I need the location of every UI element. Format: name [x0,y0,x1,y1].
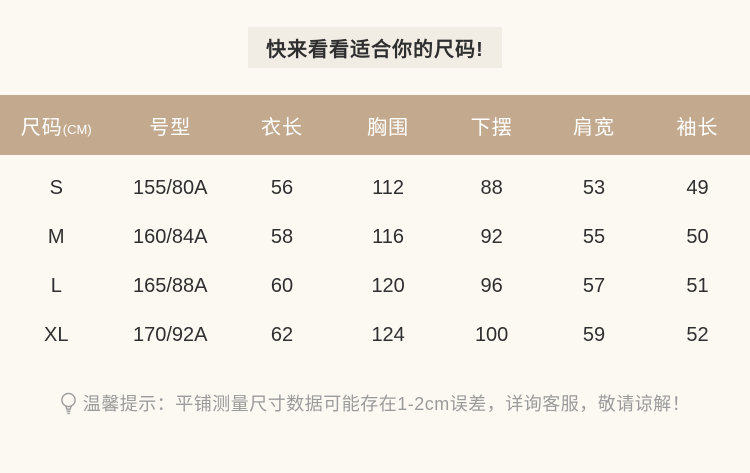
table-header-row: 尺码(CM) 号型 衣长 胸围 下摆 肩宽 袖长 [0,95,750,155]
cell-shoulder: 53 [582,177,606,199]
table-row-l: L 165/88A 60 120 96 57 51 [0,262,750,311]
table-row-s: S 155/80A 56 112 88 53 49 [0,164,750,213]
cell-shoulder: 55 [582,226,606,248]
column-header-length: 衣长 [261,116,303,139]
cell-sleeve: 52 [686,324,709,346]
column-header-shoulder: 肩宽 [573,116,615,139]
table-row-m: M 160/84A 58 116 92 55 50 [0,213,750,262]
cell-size: L [50,275,62,297]
page-title: 快来看看适合你的尺码! [248,27,502,68]
cell-bust: 112 [372,177,405,199]
cell-model: 170/92A [132,324,208,346]
cell-model: 160/84A [132,226,208,248]
title-section: 快来看看适合你的尺码! [0,0,750,68]
cell-hem: 100 [474,324,509,346]
column-header-model: 号型 [149,116,192,139]
cell-length: 62 [270,324,294,346]
cell-length: 56 [270,177,294,199]
cell-length: 58 [270,226,294,248]
column-header-hem: 下摆 [470,116,513,139]
cell-size: M [47,226,65,248]
cell-bust: 124 [371,324,405,346]
cell-size: S [49,177,63,199]
cell-length: 60 [270,275,294,297]
cell-size: XL [44,324,69,346]
cell-sleeve: 49 [686,177,709,199]
cell-hem: 88 [480,177,503,199]
column-header-size: 尺码(CM) [0,111,113,140]
table-body: S 155/80A 56 112 88 53 49 M 160/84A 58 1… [0,155,750,360]
disclaimer-note: 温馨提示：平铺测量尺寸数据可能存在1-2cm误差，详询客服，敬请谅解！ [0,390,750,420]
column-header-size-label: 尺码 [20,116,63,139]
cell-model: 155/80A [132,177,208,199]
cell-sleeve: 51 [686,275,709,297]
column-header-size-unit: (CM) [62,121,92,137]
size-chart-table: 尺码(CM) 号型 衣长 胸围 下摆 肩宽 袖长 S 155/80A 56 11… [0,95,750,360]
cell-bust: 116 [372,226,405,248]
disclaimer-text: 温馨提示：平铺测量尺寸数据可能存在1-2cm误差，详询客服，敬请谅解！ [82,394,691,414]
cell-shoulder: 57 [582,275,606,297]
cell-hem: 92 [480,226,503,248]
column-header-sleeve: 袖长 [676,116,719,139]
table-row-xl: XL 170/92A 62 124 100 59 52 [0,311,750,360]
cell-shoulder: 59 [582,324,606,346]
lightbulb-icon [60,392,77,420]
column-header-bust: 胸围 [367,116,410,139]
cell-bust: 120 [371,275,405,297]
cell-sleeve: 50 [686,226,709,248]
cell-model: 165/88A [132,275,208,297]
cell-hem: 96 [480,275,503,297]
